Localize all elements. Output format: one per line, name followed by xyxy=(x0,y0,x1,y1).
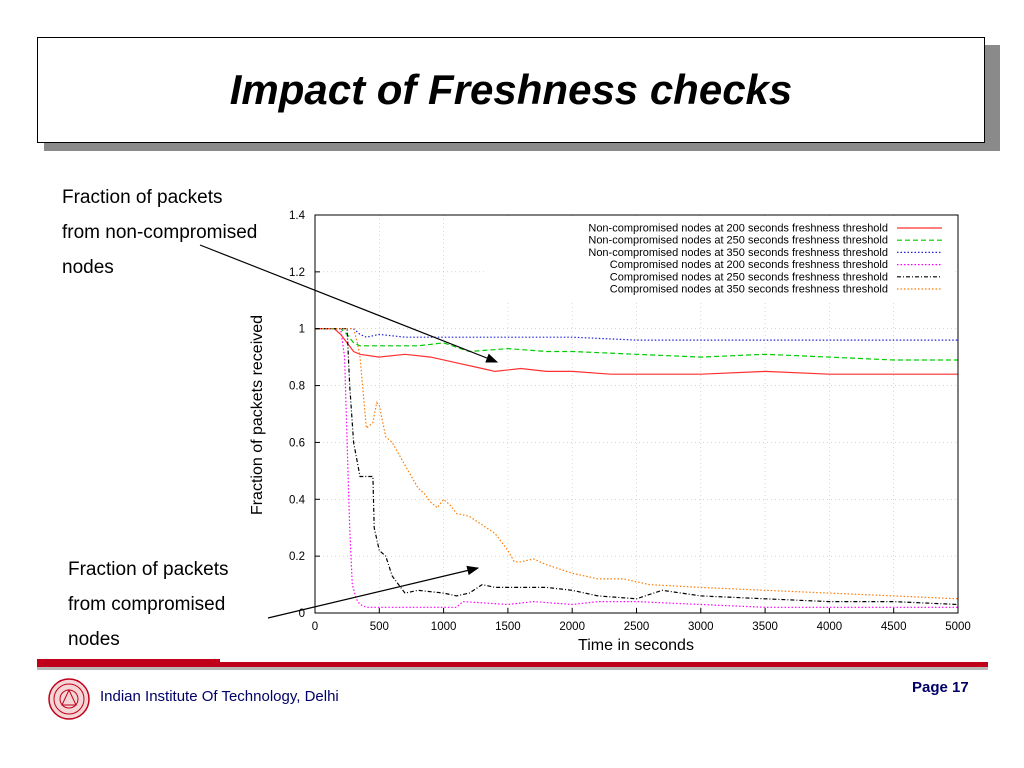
legend-label: Compromised nodes at 350 seconds freshne… xyxy=(610,284,888,296)
legend-label: Non-compromised nodes at 250 seconds fre… xyxy=(588,235,888,247)
x-tick-label: 3500 xyxy=(752,621,778,633)
x-tick-label: 4500 xyxy=(881,621,907,633)
annotation-arrow-top xyxy=(199,244,499,363)
series-line-1 xyxy=(315,328,958,375)
x-tick-label: 500 xyxy=(370,621,389,633)
footer-institution: Indian Institute Of Technology, Delhi xyxy=(100,688,339,705)
title-box: Impact of Freshness checks xyxy=(37,37,985,143)
series-line-6 xyxy=(315,328,959,600)
x-tick-label: 1000 xyxy=(431,621,457,633)
y-tick-label: 1 xyxy=(299,324,305,336)
y-axis-label: Fraction of packets received xyxy=(249,315,266,515)
series-line-2 xyxy=(315,328,958,361)
x-tick-label: 0 xyxy=(312,621,318,633)
legend-label: Non-compromised nodes at 200 seconds fre… xyxy=(588,223,888,235)
annotation-non-compromised: Fraction of packets from non-compromised… xyxy=(62,180,257,285)
series-line-5 xyxy=(315,328,959,606)
x-tick-label: 2000 xyxy=(559,621,585,633)
y-tick-label: 0.6 xyxy=(289,437,305,449)
series-line-4 xyxy=(315,328,958,608)
y-tick-label: 0.8 xyxy=(289,381,305,393)
legend xyxy=(487,218,953,301)
annotation-line: nodes xyxy=(68,629,120,650)
legend-label: Non-compromised nodes at 350 seconds fre… xyxy=(588,247,888,259)
page-number: Page 17 xyxy=(912,679,969,696)
annotation-line: Fraction of packets xyxy=(62,187,223,208)
x-axis-label: Time in seconds xyxy=(578,637,694,654)
x-tick-label: 2500 xyxy=(624,621,650,633)
footer-divider xyxy=(37,659,988,670)
x-tick-label: 4000 xyxy=(817,621,843,633)
annotation-line: from non-compromised xyxy=(62,222,258,243)
x-tick-label: 5000 xyxy=(945,621,971,633)
x-tick-label: 3000 xyxy=(688,621,714,633)
annotation-compromised: Fraction of packets from compromised nod… xyxy=(68,552,229,657)
annotation-line: Fraction of packets xyxy=(68,559,229,580)
annotation-line: from compromised xyxy=(68,594,226,615)
y-tick-label: 0 xyxy=(299,608,305,620)
y-tick-label: 0.2 xyxy=(289,551,305,563)
y-tick-label: 1.4 xyxy=(289,210,306,222)
annotation-arrow-bottom xyxy=(267,565,480,619)
y-tick-label: 0.4 xyxy=(289,494,306,506)
legend-label: Compromised nodes at 250 seconds freshne… xyxy=(610,271,888,283)
x-tick-label: 1500 xyxy=(495,621,521,633)
annotation-line: nodes xyxy=(62,257,114,278)
legend-label: Compromised nodes at 200 seconds freshne… xyxy=(610,259,888,271)
y-tick-label: 1.2 xyxy=(289,267,305,279)
slide-title: Impact of Freshness checks xyxy=(229,66,793,113)
series-line-3 xyxy=(315,328,958,341)
iit-delhi-logo-icon xyxy=(48,678,90,720)
